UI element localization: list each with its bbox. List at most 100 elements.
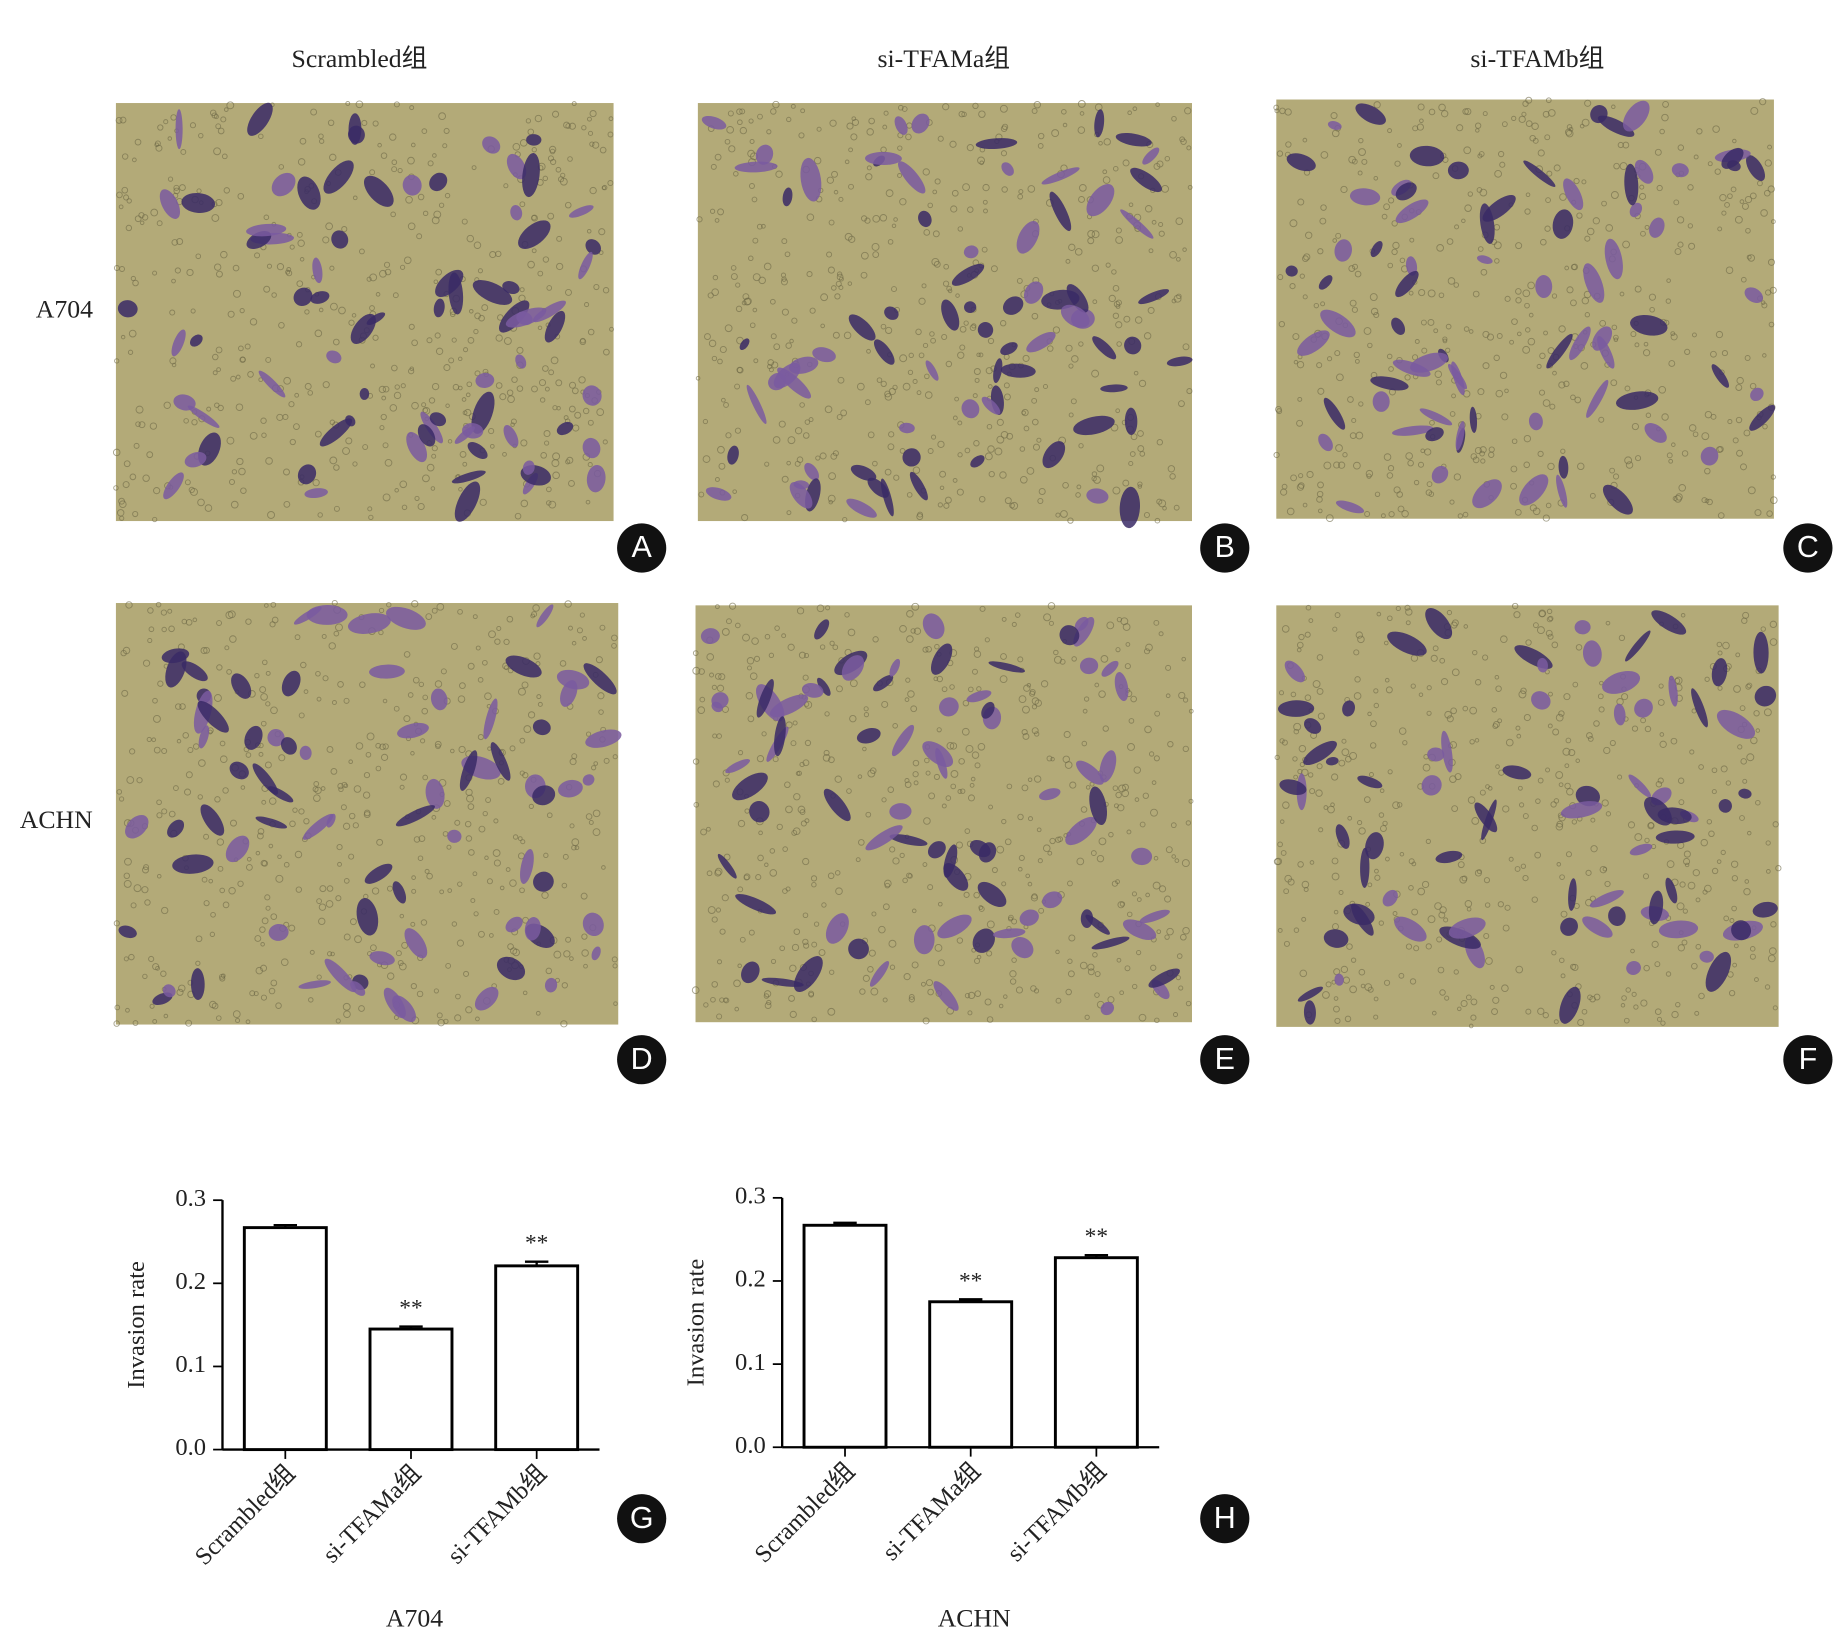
pore (1108, 294, 1116, 303)
pore (770, 333, 777, 340)
pore (268, 843, 274, 849)
pore (1059, 658, 1066, 665)
pore (494, 638, 501, 645)
stained-cell (865, 151, 902, 166)
pore (1739, 199, 1745, 204)
pore (826, 176, 834, 184)
pore (1361, 158, 1368, 165)
pore (189, 122, 197, 129)
pore (1531, 122, 1539, 130)
stained-cell (1597, 115, 1635, 137)
pore (952, 478, 958, 483)
stained-cell (1425, 427, 1444, 442)
pore (1331, 773, 1339, 781)
pore (736, 108, 743, 115)
pore (974, 377, 980, 383)
stained-cell (1148, 968, 1181, 988)
pore (868, 117, 875, 125)
stained-cell (1335, 824, 1350, 849)
pore (260, 720, 267, 727)
pore (440, 668, 447, 675)
pore (1188, 798, 1194, 804)
pore (1511, 602, 1519, 610)
pore (923, 229, 931, 236)
pore (1276, 150, 1284, 157)
pore (391, 364, 398, 372)
pore (1150, 964, 1157, 971)
stained-cell (1589, 889, 1624, 908)
pore (820, 293, 829, 302)
pore (949, 140, 957, 148)
stained-cell (1000, 363, 1036, 378)
pore (1497, 718, 1503, 724)
stained-cell (181, 192, 216, 213)
stained-cell (582, 385, 602, 406)
pore (1014, 612, 1021, 618)
pore (587, 419, 594, 426)
pore (223, 107, 229, 112)
stained-cell (1285, 265, 1298, 277)
pore (1447, 277, 1456, 285)
pore (1446, 715, 1454, 723)
pore (1722, 641, 1730, 650)
pore (308, 997, 314, 1003)
stained-cell (267, 728, 285, 747)
pore (1180, 933, 1187, 941)
stained-cell (1405, 256, 1418, 276)
pore (1037, 497, 1044, 505)
pore (1063, 730, 1071, 739)
pore (734, 427, 742, 434)
pore (1298, 482, 1305, 489)
pore (421, 128, 428, 135)
pore (730, 265, 737, 271)
pore (113, 1020, 120, 1027)
stained-cell (1649, 217, 1665, 238)
pore (1158, 230, 1165, 237)
pore (902, 877, 908, 884)
pore (983, 208, 988, 214)
pore (1285, 141, 1292, 148)
micrograph (695, 100, 1193, 529)
panel-letter: E (1215, 1042, 1235, 1076)
pore (1009, 970, 1017, 978)
pore (1115, 647, 1121, 653)
pore (550, 356, 559, 365)
pore (766, 129, 772, 135)
pore (134, 215, 142, 223)
pore (1380, 513, 1386, 519)
pore (192, 743, 200, 750)
stained-cell (735, 893, 777, 915)
pore (1381, 213, 1388, 220)
pore (1581, 179, 1587, 185)
stained-cell (1441, 730, 1453, 773)
pore (275, 874, 284, 883)
stained-cell (246, 223, 287, 237)
pore (1130, 433, 1138, 441)
pore (1770, 474, 1776, 480)
pore (407, 692, 414, 698)
pore (1436, 244, 1444, 252)
pore (937, 440, 945, 448)
pore (864, 399, 871, 406)
pore (318, 133, 324, 140)
pore (461, 218, 468, 225)
pore (1091, 264, 1100, 272)
pore (492, 849, 501, 857)
pore (849, 679, 858, 688)
pore (1102, 725, 1109, 732)
pore (582, 636, 587, 641)
stained-cell (198, 725, 210, 749)
pore (479, 498, 487, 506)
pore (153, 746, 161, 754)
pore (802, 912, 809, 919)
pore (459, 451, 467, 458)
pore (1765, 869, 1771, 874)
pore (1610, 379, 1618, 387)
pore (1333, 996, 1339, 1001)
pore (431, 382, 440, 391)
pore (1137, 484, 1143, 489)
stained-cell (1482, 195, 1516, 222)
pore (1545, 767, 1551, 773)
pore (216, 620, 222, 626)
